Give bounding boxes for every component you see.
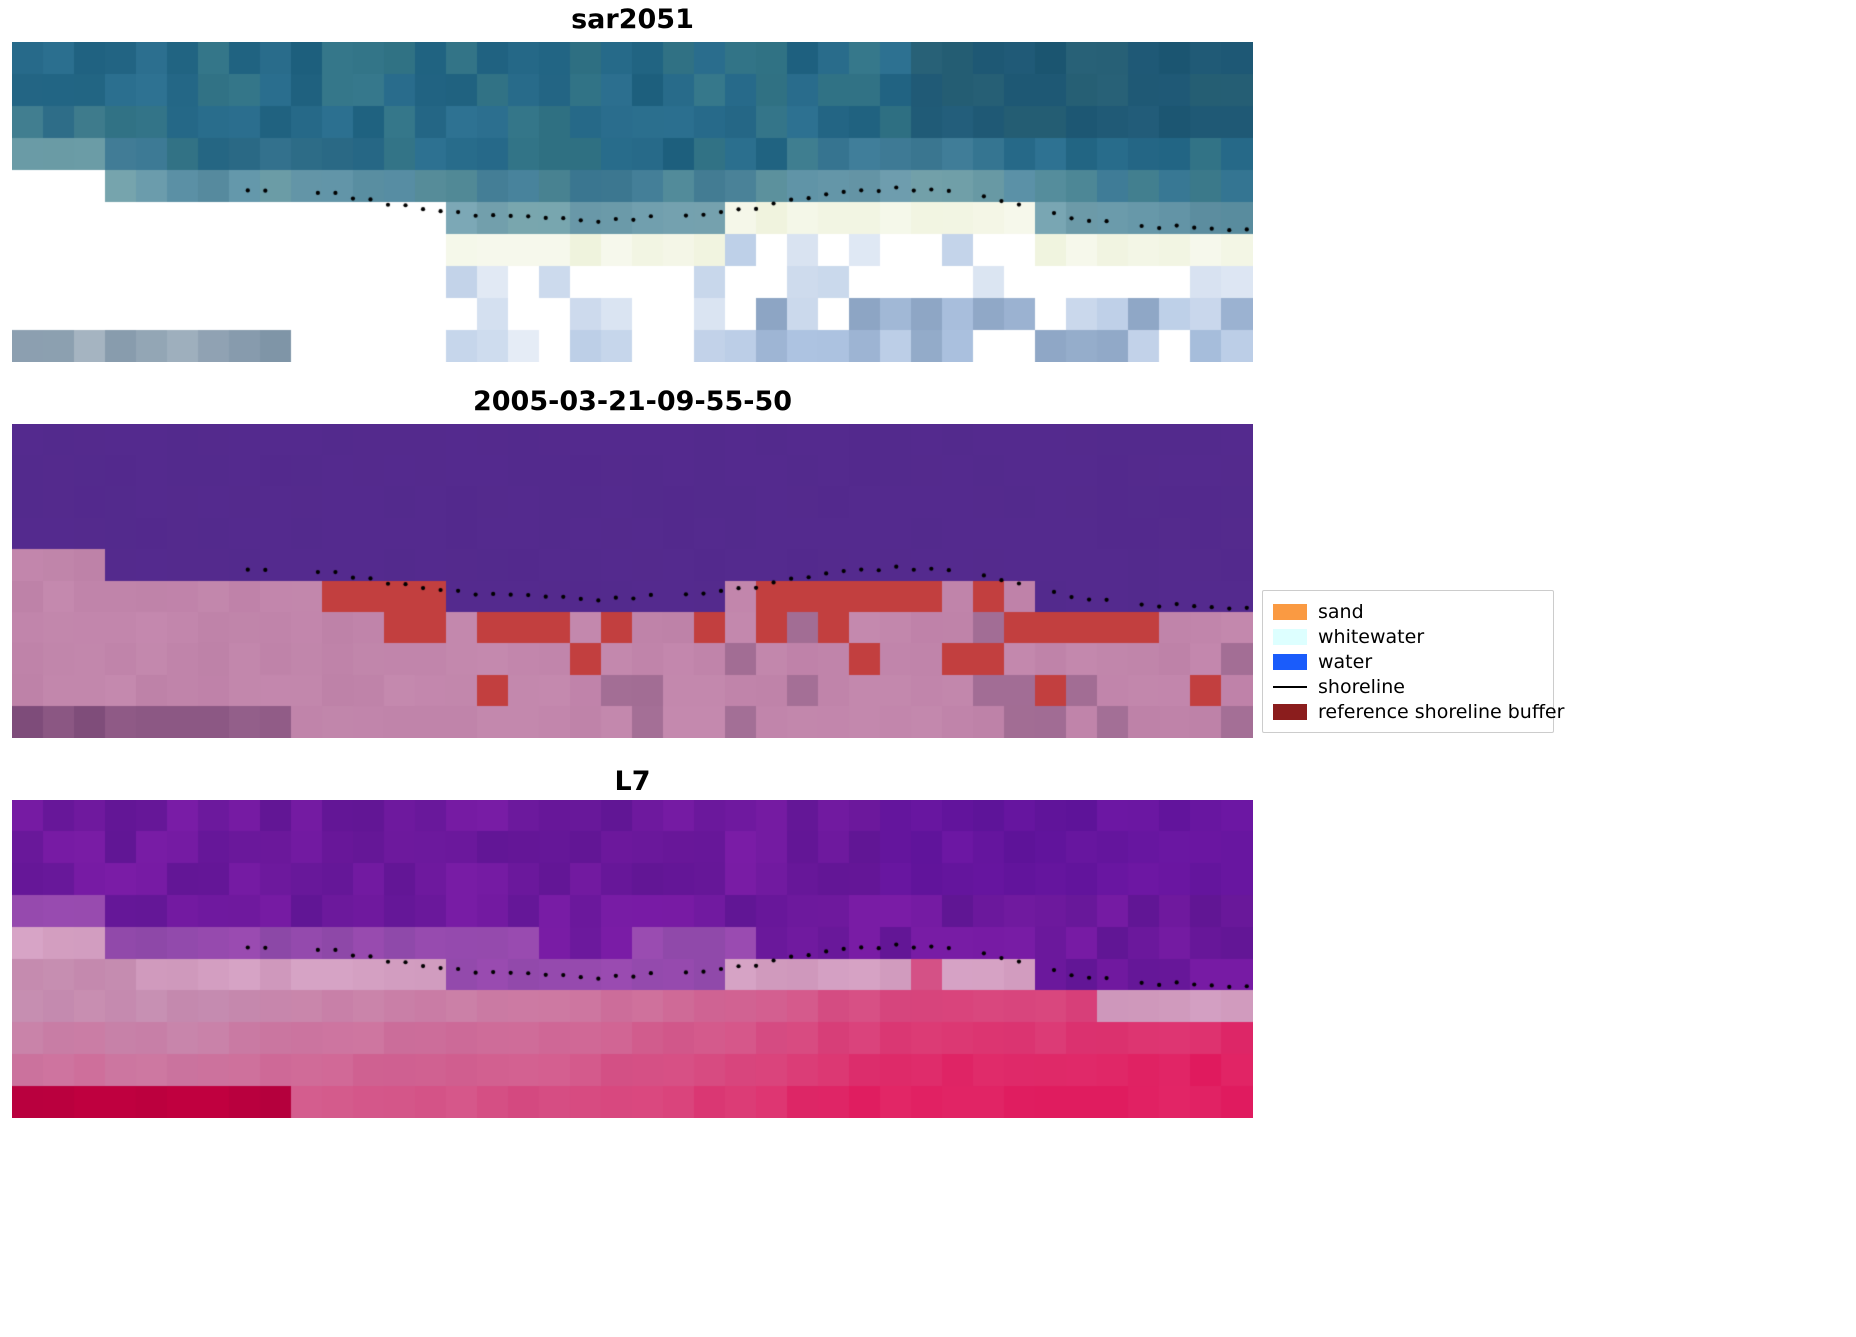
legend-item-shoreline: shoreline (1273, 674, 1543, 699)
legend: sand whitewater water shoreline referenc… (1262, 590, 1564, 733)
legend-label-reference-shoreline-buffer: reference shoreline buffer (1318, 700, 1565, 723)
sand-swatch-icon (1273, 603, 1307, 620)
whitewater-swatch-icon (1273, 628, 1307, 645)
panel-image-l7 (12, 800, 1253, 1118)
reference-shoreline-buffer-swatch-icon (1273, 703, 1307, 720)
legend-label-water: water (1318, 650, 1373, 673)
legend-item-sand: sand (1273, 599, 1543, 624)
legend-item-reference-shoreline-buffer: reference shoreline buffer (1273, 699, 1564, 724)
panel-title-classified: 2005-03-21-09-55-50 (472, 386, 793, 417)
panel-image-classified (12, 424, 1253, 738)
water-swatch-icon (1273, 653, 1307, 670)
legend-item-water: water (1273, 649, 1543, 674)
panel-title-l7: L7 (614, 766, 651, 797)
legend-label-whitewater: whitewater (1318, 625, 1425, 648)
panel-image-sar2051 (12, 42, 1253, 362)
shoreline-line-icon (1273, 685, 1307, 688)
panel-title-sar2051: sar2051 (571, 4, 694, 35)
legend-item-whitewater: whitewater (1273, 624, 1543, 649)
legend-label-shoreline: shoreline (1318, 675, 1405, 698)
legend-label-sand: sand (1318, 600, 1364, 623)
